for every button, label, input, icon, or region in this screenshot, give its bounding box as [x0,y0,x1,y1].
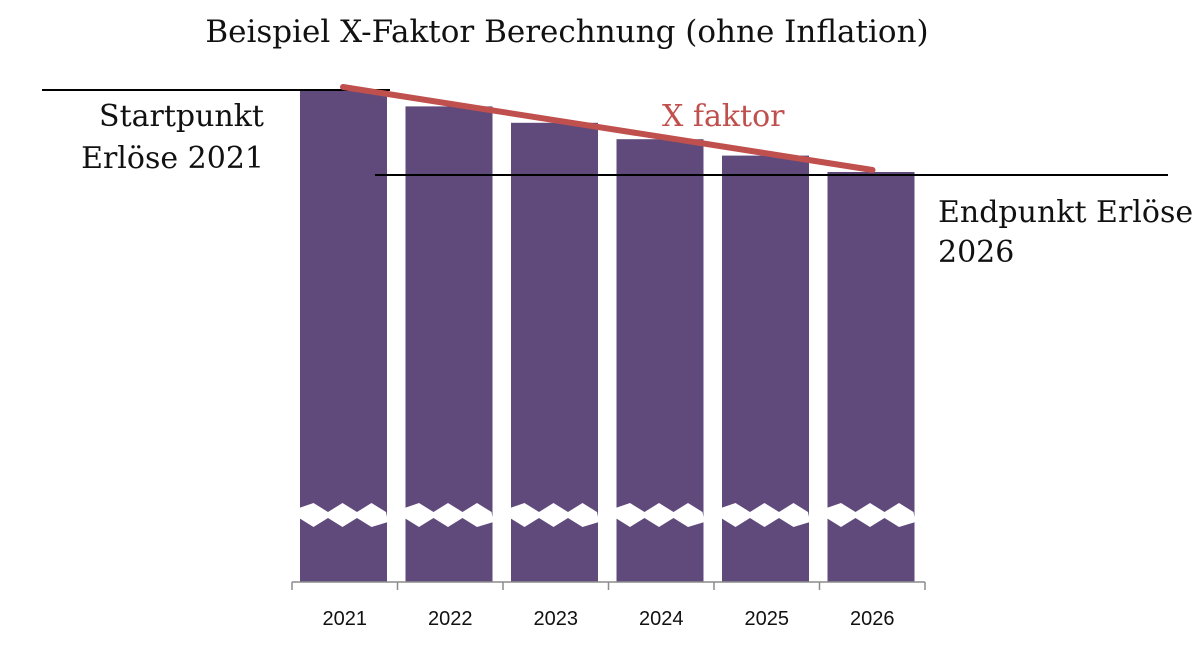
axis-break-2023 [510,503,599,527]
x-tick-label-2023: 2023 [534,608,579,630]
x-tick-label-2022: 2022 [428,608,473,630]
axis-break-2025 [721,503,810,527]
x-factor-label: X faktor [662,99,785,134]
x-tick-label-2024: 2024 [639,608,684,630]
x-axis: 2021 2022 2023 2024 2025 2026 [291,581,926,630]
chart-title: Beispiel X-Faktor Berechnung (ohne Infla… [205,14,928,50]
x-tick-label-2026: 2026 [850,608,895,630]
axis-break-2022 [404,503,494,527]
end-label-line1: Endpunkt Erlöse [938,195,1193,230]
end-label-line2: 2026 [938,235,1014,270]
bar-2021 [300,90,387,582]
axis-break-2026 [826,503,916,527]
axis-break-2024 [615,503,705,527]
bar-2022 [405,106,493,583]
x-factor-trend-line [340,84,876,173]
start-label-line2: Erlöse 2021 [81,141,264,176]
start-label-line1: Startpunkt [99,99,264,134]
axis-break [299,503,916,527]
x-tick-label-2021: 2021 [323,608,368,630]
x-tick-label-2025: 2025 [745,608,790,630]
axis-break-2021 [299,503,388,527]
